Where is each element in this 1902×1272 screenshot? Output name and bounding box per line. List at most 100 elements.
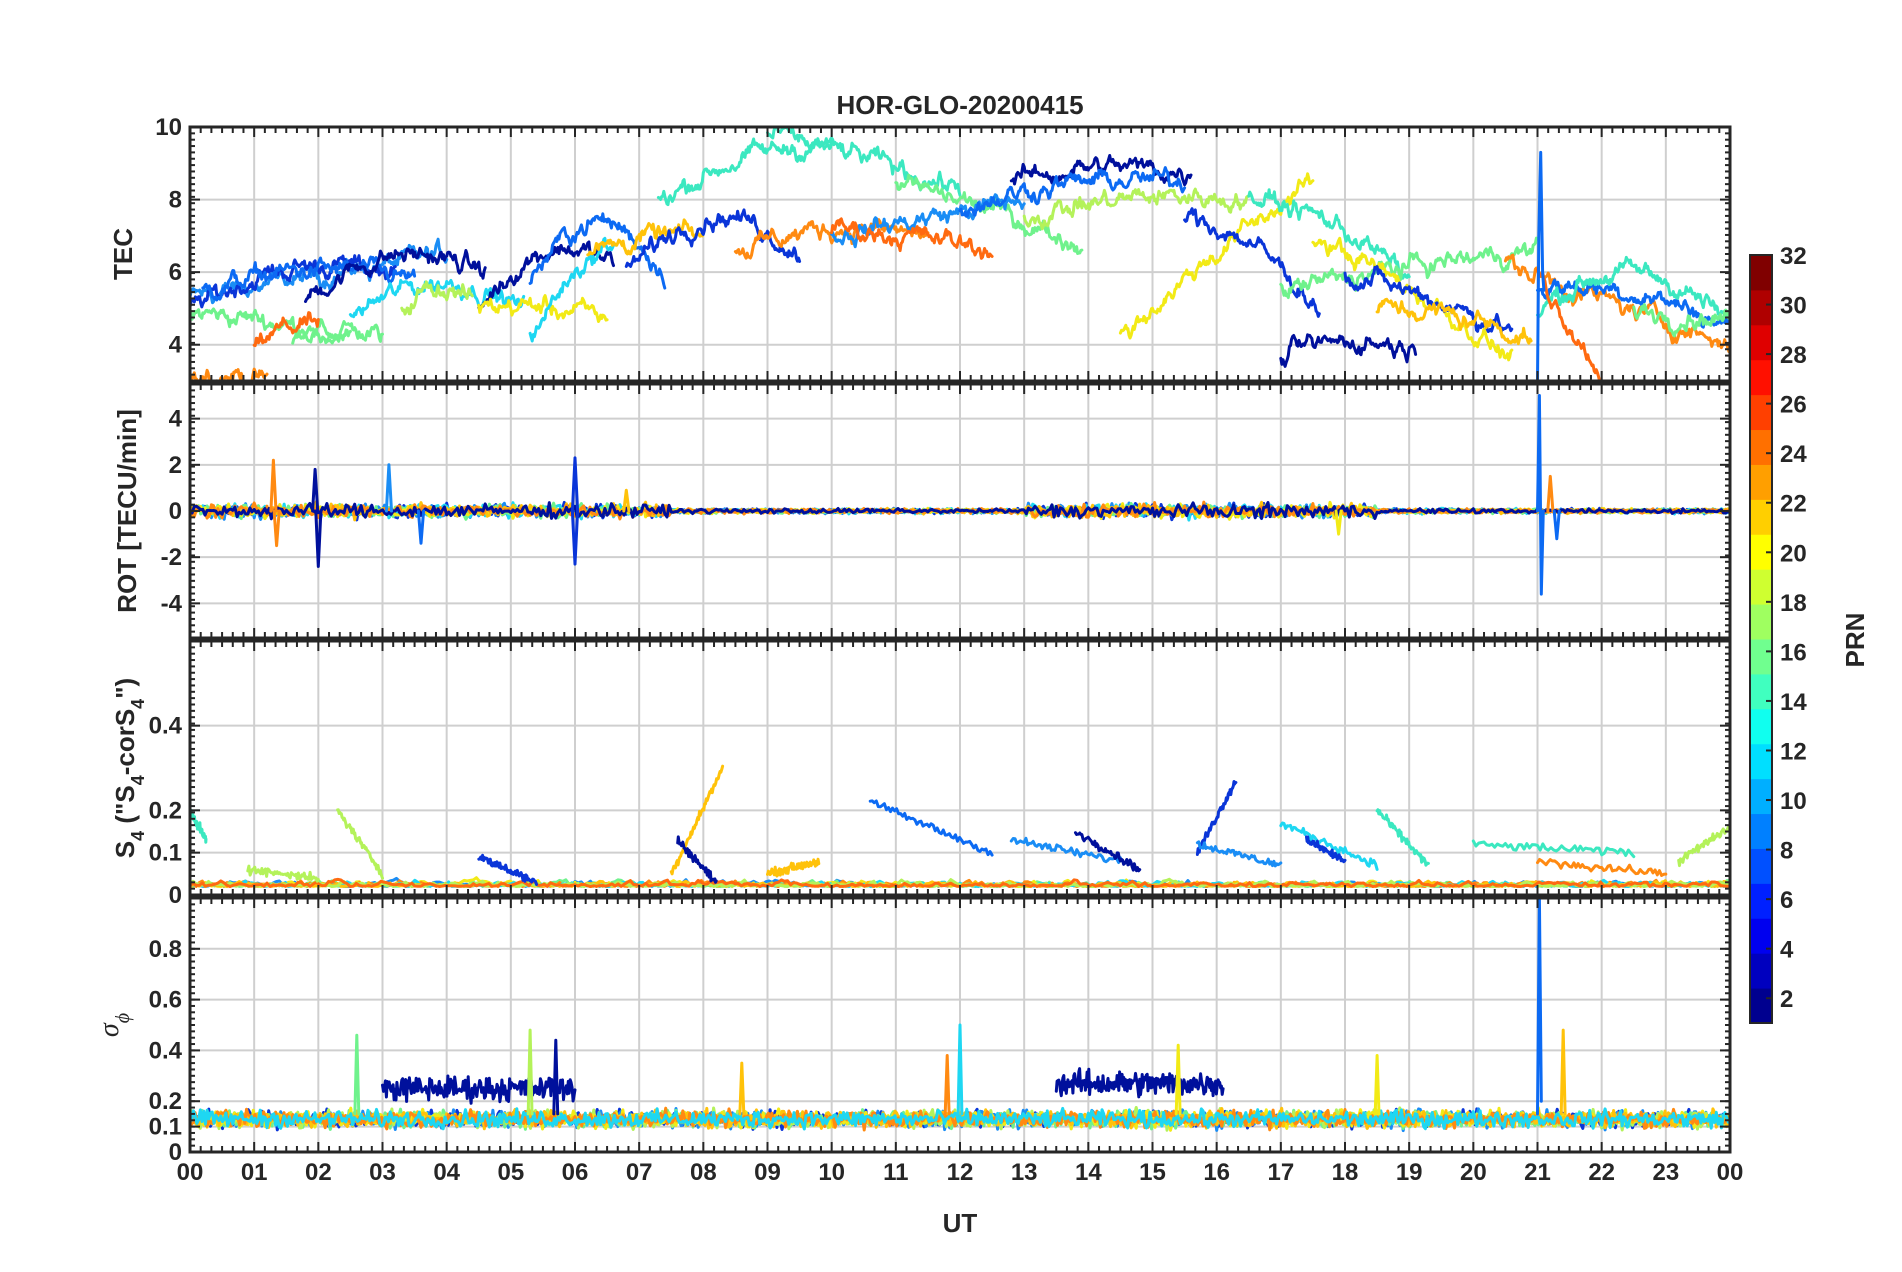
y-tick-label: 0.4: [149, 1037, 183, 1064]
x-tick-label: 02: [305, 1159, 332, 1186]
grid-s4: [190, 641, 1730, 895]
colorbar-tick-label: 20: [1780, 540, 1807, 567]
colorbar-tick-label: 24: [1780, 441, 1807, 468]
y-tick-label: -4: [161, 590, 183, 617]
colorbar-tick-label: 26: [1780, 392, 1807, 419]
colorbar-cell: [1750, 988, 1772, 1024]
panel-sigma: 00.10.2 0.4 0.6 0.8 σϕ: [94, 896, 1732, 1166]
series-line-prn-6: [958, 166, 1187, 218]
colorbar-tick-label: 30: [1780, 293, 1807, 320]
series-line-prn-18: [1022, 187, 1251, 231]
ylabel-s4: S4 ("S4-corS4"): [110, 678, 148, 858]
colorbar-cell: [1750, 324, 1772, 361]
series-line-prn-18: [246, 864, 320, 883]
colorbar-cell: [1750, 883, 1772, 919]
colorbar-cell: [1750, 429, 1772, 465]
series-line-prn-6: [1536, 150, 1546, 383]
colorbar-cell: [1750, 569, 1772, 605]
series-rot: [188, 394, 1732, 596]
series-line-prn-2: [676, 835, 718, 884]
ylabel-tec: TEC: [108, 228, 138, 280]
series-line-prn-24: [269, 458, 278, 513]
series-line-prn-16: [291, 320, 384, 345]
x-tick-label: 00: [1717, 1159, 1744, 1186]
y-tick-label: 0: [169, 498, 182, 525]
series-line-prn-8: [1195, 840, 1283, 868]
series-line-prn-6: [416, 509, 426, 545]
ylabel-s4-open-sub: 4: [128, 775, 148, 785]
panel-tec: 4 6 8 10 TEC: [108, 114, 1732, 383]
y-tick-label: 10: [155, 114, 182, 141]
series-line-prn-24: [188, 367, 269, 383]
series-line-prn-4: [624, 208, 802, 268]
series-line-prn-20: [1373, 1054, 1381, 1116]
x-axis-label: UT: [943, 1208, 978, 1238]
colorbar-tick-label: 8: [1780, 838, 1793, 865]
colorbar-cell: [1750, 289, 1772, 326]
series-line-prn-2: [552, 1038, 560, 1116]
colorbar-cell: [1750, 464, 1772, 500]
colorbar-cell: [1750, 534, 1772, 570]
x-tick-label: 21: [1524, 1159, 1551, 1186]
y-tick-label: 0.1: [149, 840, 182, 867]
series-line-prn-24: [733, 218, 930, 260]
y-tick-label: 0.1: [149, 1114, 182, 1141]
x-tick-label: 07: [626, 1159, 653, 1186]
ylabel-s4-open: ("S: [110, 785, 140, 831]
x-tick-label: 00: [177, 1159, 204, 1186]
colorbar-cell: [1750, 708, 1772, 745]
x-tick-label: 17: [1267, 1159, 1294, 1186]
x-tick-label: 11: [883, 1159, 908, 1186]
y-tick-label: 8: [169, 187, 182, 214]
series-line-prn-8: [1009, 836, 1122, 864]
x-tick-label: 20: [1460, 1159, 1487, 1186]
grid-tec: [190, 127, 1730, 381]
colorbar-tick-label: 22: [1780, 491, 1807, 518]
series-line-prn-8: [384, 463, 393, 513]
ticks-rot: -4 -2 0 2 4: [161, 383, 1731, 639]
series-line-prn-20: [1311, 236, 1514, 362]
series-line-prn-24: [943, 1054, 951, 1116]
y-tick-label: 0.4: [149, 713, 183, 740]
x-tick-label: 23: [1652, 1159, 1679, 1186]
y-tick-label: 4: [169, 332, 183, 359]
x-tick-label: 22: [1588, 1159, 1615, 1186]
colorbar-cell: [1750, 778, 1772, 815]
x-tick-label: 15: [1139, 1159, 1166, 1186]
colorbar-tick-label: 32: [1780, 243, 1807, 270]
panel-rot: -4 -2 0 2 4 ROT [TECU/min]: [112, 382, 1732, 640]
x-axis-ticks: 00 01 02 03 04 05 06 07 08 09 10 11 12 13 14 15 16 17 18 19…: [177, 1159, 1744, 1186]
colorbar-cell: [1750, 394, 1772, 431]
series-line-prn-2: [188, 501, 1732, 521]
x-tick-label: 01: [241, 1159, 268, 1186]
colorbar-tick-label: 4: [1780, 937, 1794, 964]
series-line-prn-14: [1536, 255, 1732, 320]
series-line-prn-14: [1375, 808, 1430, 867]
series-line-prn-4: [1183, 207, 1321, 318]
y-tick-label: 0.6: [149, 987, 182, 1014]
series-line-prn-2: [381, 1074, 577, 1105]
x-tick-label: 05: [497, 1159, 524, 1186]
ylabel-s4-mid-sub: 4: [128, 699, 148, 709]
colorbar-cell: [1750, 918, 1772, 954]
series-line-prn-24: [272, 509, 281, 548]
x-tick-label: 04: [433, 1159, 460, 1186]
series-line-prn-18: [336, 808, 384, 880]
colorbar-cell: [1750, 499, 1772, 535]
ylabel-s4-mid: -corS: [110, 709, 140, 775]
ylabel-sigma-main: σ: [94, 1022, 125, 1037]
series-line-prn-22: [766, 857, 821, 878]
ylabel-sigma: σϕ: [94, 1013, 134, 1037]
colorbar-tick-label: 6: [1780, 887, 1793, 914]
series-line-prn-16: [1632, 303, 1732, 338]
series-line-prn-12: [1279, 821, 1379, 871]
ticks-s4: 0 0.1 0.2 0.4: [149, 640, 1731, 909]
x-tick-label: 19: [1396, 1159, 1423, 1186]
series-line-prn-2: [1279, 333, 1418, 368]
series-line-prn-6: [1536, 394, 1545, 596]
series-line-prn-22: [738, 1061, 746, 1116]
colorbar-tick-label: 18: [1780, 590, 1807, 617]
x-tick-label: 06: [562, 1159, 589, 1186]
colorbar-tick-label: 16: [1780, 639, 1807, 666]
